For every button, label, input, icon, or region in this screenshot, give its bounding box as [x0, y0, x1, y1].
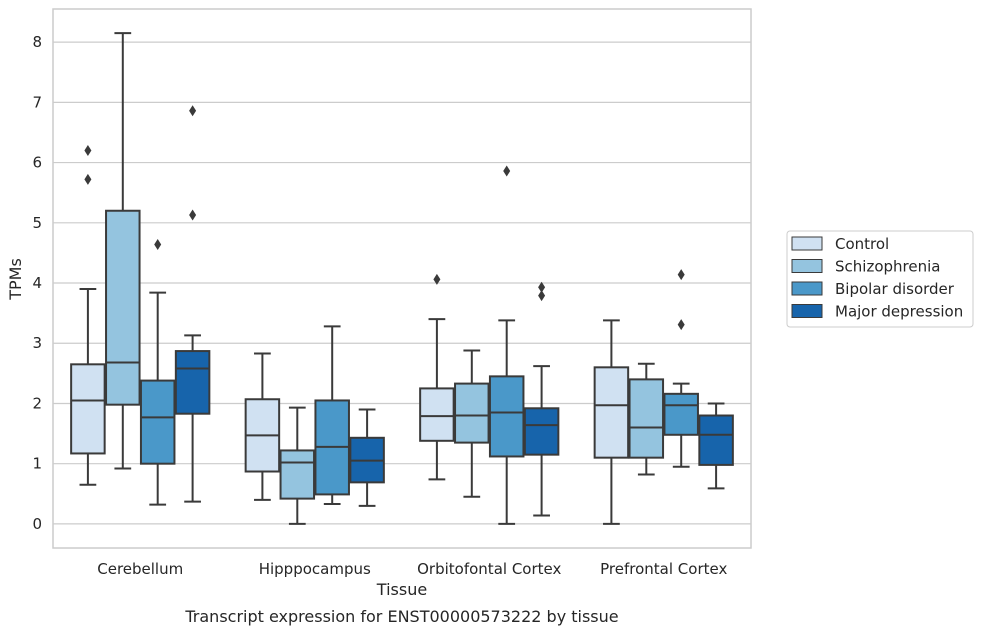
y-tick-label-2: 2 [32, 394, 42, 412]
legend-swatch-3 [791, 304, 823, 318]
box-3-1 [349, 408, 385, 507]
flier-point-0 [84, 173, 92, 185]
legend-label-3: Major depression [835, 303, 963, 321]
box-1-0 [105, 32, 141, 470]
box-body [174, 350, 211, 415]
legend-swatch-2 [791, 281, 823, 296]
flier-point-0 [154, 238, 162, 250]
y-tick-label-1: 1 [32, 455, 42, 473]
x-axis-label: Tissue [376, 580, 427, 599]
y-tick-label-0: 0 [32, 515, 42, 533]
flier-point-0 [677, 319, 685, 331]
flier-point-1 [84, 145, 92, 157]
box-1-2 [454, 349, 490, 498]
x-tick-label-0: Cerebellum [97, 560, 183, 578]
box-body [454, 382, 490, 444]
box-body [593, 366, 630, 459]
box-0-2 [419, 273, 455, 481]
legend-swatch-0 [791, 236, 823, 251]
box-2-1 [314, 325, 350, 506]
box-0-1 [244, 352, 281, 501]
x-tick-label-2: Orbitofontal Cortex [417, 560, 561, 578]
box-body [488, 375, 525, 458]
legend-label-2: Bipolar disorder [835, 280, 955, 298]
box-2-2 [488, 165, 525, 525]
box-body [628, 378, 665, 459]
y-tick-label-3: 3 [32, 334, 42, 352]
box-body [419, 387, 455, 442]
box-body [139, 379, 176, 465]
chart-caption: Transcript expression for ENST0000057322… [184, 607, 618, 626]
legend-swatch-1 [791, 259, 823, 273]
box-body [663, 392, 699, 436]
y-axis-label: TPMs [6, 258, 25, 301]
boxes-layer [70, 32, 734, 525]
box-body [698, 414, 734, 466]
legend-label-0: Control [835, 235, 889, 253]
box-body [105, 209, 141, 406]
box-3-2 [523, 281, 560, 517]
x-tick-label-3: Prefrontal Cortex [600, 560, 727, 578]
flier-point-1 [189, 105, 197, 117]
legend: Control Schizophrenia Bipolar disorder Majo… [786, 230, 974, 328]
y-tick-label-8: 8 [32, 33, 42, 51]
flier-point-0 [189, 209, 197, 221]
y-tick-label-7: 7 [32, 93, 42, 111]
flier-point-0 [433, 273, 441, 285]
y-tick-label-6: 6 [32, 154, 42, 172]
box-2-0 [139, 238, 176, 506]
box-3-3 [698, 402, 734, 490]
legend-label-1: Schizophrenia [835, 258, 940, 276]
box-0-3 [593, 319, 630, 525]
flier-point-1 [538, 281, 546, 293]
box-body [523, 407, 560, 456]
box-1-3 [628, 362, 665, 476]
legend-frame [786, 230, 974, 328]
x-axis-ticks: Cerebellum Hipppocampus Orbitofontal Corte… [97, 560, 727, 578]
flier-point-0 [538, 290, 546, 302]
box-1-1 [279, 406, 316, 525]
flier-point-1 [677, 269, 685, 281]
box-3-0 [174, 105, 211, 503]
y-tick-label-4: 4 [32, 274, 42, 292]
box-body [70, 363, 106, 455]
y-axis-ticks: 0 1 2 3 4 5 6 7 8 [32, 33, 42, 533]
flier-point-0 [503, 165, 511, 177]
box-2-3 [663, 269, 699, 468]
plot-frame [52, 8, 752, 549]
box-0-0 [70, 145, 106, 486]
x-tick-label-1: Hipppocampus [259, 560, 371, 578]
y-tick-label-5: 5 [32, 214, 42, 232]
box-body [279, 449, 316, 500]
